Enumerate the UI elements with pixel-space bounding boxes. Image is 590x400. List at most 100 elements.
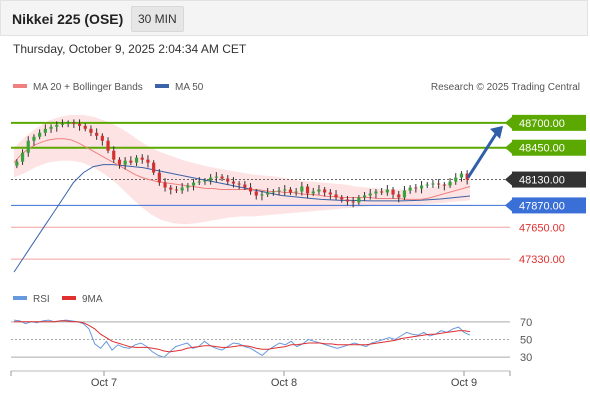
candle-body — [345, 199, 350, 202]
candle-body — [328, 192, 332, 195]
candle-body — [459, 173, 464, 178]
level-label-2: 48130.00 — [519, 175, 565, 187]
candle-body — [43, 128, 47, 133]
candle-body — [454, 177, 458, 182]
candle-body — [72, 122, 76, 124]
candle-body — [448, 181, 452, 186]
interval-selector[interactable]: 30 MIN — [131, 6, 184, 32]
candle-body — [32, 136, 36, 141]
ma9-legend-label: 9MA — [82, 294, 103, 305]
candle-body — [26, 140, 30, 153]
level-label-1: 48450.00 — [519, 143, 565, 155]
candle-body — [254, 191, 258, 196]
x-tick-label-0: Oct 7 — [91, 377, 117, 389]
x-tick-label-2: Oct 9 — [451, 377, 477, 389]
candle-body — [351, 201, 355, 203]
rsi-panel: 70 50 30 — [11, 317, 532, 364]
rsi-legend-label: RSI — [33, 294, 50, 305]
arrow-shaft — [466, 130, 500, 179]
ma50-line — [13, 164, 471, 273]
candle-body — [134, 157, 139, 163]
candle-body — [277, 190, 281, 192]
candle-body — [169, 187, 173, 190]
candle-body — [323, 189, 327, 193]
candle-body — [294, 191, 298, 193]
candle-body — [191, 182, 196, 186]
ma20-line — [13, 138, 471, 200]
candle-body — [95, 132, 99, 136]
candle-body — [431, 183, 435, 185]
candle-body — [100, 135, 104, 141]
candle-body — [248, 187, 253, 192]
candle-body — [260, 194, 264, 196]
ma50-legend-label: MA 50 — [175, 82, 204, 93]
candle-body — [146, 159, 150, 163]
level-label-5: 47330.00 — [519, 254, 565, 266]
candle-body — [129, 160, 133, 163]
candle-body — [55, 124, 59, 127]
candle-body — [60, 123, 65, 125]
level-label-pointer-1 — [505, 141, 512, 154]
target-arrow — [466, 125, 503, 179]
candle-body — [140, 157, 144, 160]
candle-body — [203, 180, 207, 182]
ma20-legend-swatch — [13, 84, 27, 88]
level-label-pointer-2 — [505, 173, 512, 186]
candle-body — [288, 189, 293, 193]
candle-body — [362, 195, 367, 198]
candle-body — [209, 177, 213, 181]
bollinger-band-fill — [14, 114, 470, 225]
candle-body — [231, 181, 236, 184]
candle-body — [197, 181, 201, 183]
candle-body — [317, 189, 321, 192]
bollinger-bands — [14, 114, 470, 225]
candle-body — [437, 183, 441, 185]
candle-body — [283, 189, 287, 191]
level-label-bg-3 — [512, 197, 586, 214]
x-tick-label-1: Oct 8 — [271, 377, 297, 389]
candle-body — [49, 126, 53, 129]
candle-body — [157, 172, 161, 183]
key-levels — [11, 121, 510, 260]
rsi-ma9-line — [14, 320, 471, 353]
level-label-pointer-3 — [505, 199, 512, 212]
candle-body — [391, 189, 395, 195]
candle-body — [385, 189, 389, 193]
rsi-level-label-2: 30 — [520, 352, 532, 364]
level-label-bg-1 — [512, 139, 586, 156]
ma50-legend-swatch — [155, 84, 169, 88]
chart-header: Nikkei 225 (OSE) 30 MIN — [0, 0, 588, 36]
candle-body — [334, 194, 338, 198]
level-label-bg-0 — [512, 114, 586, 131]
candle-body — [123, 160, 127, 165]
x-axis-ticks: Oct 7 Oct 8 Oct 9 — [10, 371, 511, 389]
candle-body — [408, 187, 412, 191]
rsi-level-label-1: 50 — [520, 335, 532, 347]
level-label-3: 47870.00 — [519, 200, 565, 212]
candle-body — [305, 186, 310, 194]
level-label-bg-2 — [512, 171, 586, 188]
candle-body — [380, 191, 384, 193]
candle-body — [66, 122, 70, 124]
candles — [15, 119, 469, 208]
candle-body — [174, 189, 179, 191]
candle-body — [214, 176, 218, 178]
candle-body — [77, 123, 82, 126]
rsi-legend-swatch — [13, 296, 27, 300]
candle-body — [266, 192, 270, 195]
candle-body — [83, 125, 87, 129]
arrow-head — [490, 125, 503, 139]
candle-body — [425, 184, 429, 186]
candle-body — [117, 159, 122, 165]
candle-body — [311, 191, 315, 194]
candle-body — [243, 184, 247, 188]
candle-body — [180, 187, 184, 191]
candle-body — [226, 178, 230, 182]
candle-body — [163, 182, 167, 188]
candle-body — [152, 162, 156, 173]
candle-body — [20, 152, 25, 162]
candle-body — [89, 128, 93, 133]
level-label-0: 48700.00 — [519, 118, 565, 130]
candle-body — [419, 185, 424, 189]
